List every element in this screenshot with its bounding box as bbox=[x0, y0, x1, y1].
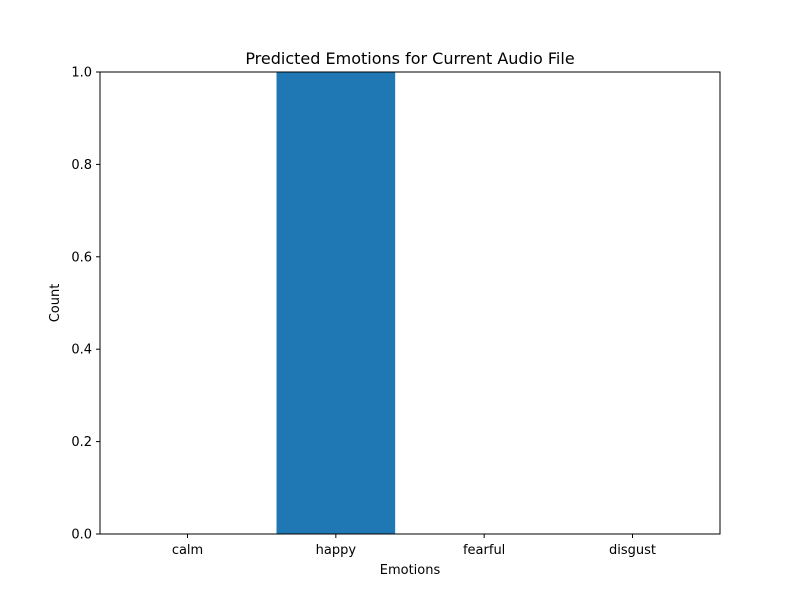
x-axis-label: Emotions bbox=[380, 563, 441, 578]
chart-title: Predicted Emotions for Current Audio Fil… bbox=[245, 49, 574, 68]
y-tick-label: 0.2 bbox=[71, 435, 92, 450]
y-tick-label: 0.6 bbox=[71, 250, 92, 265]
x-axis: calm happy fearful disgust bbox=[172, 534, 656, 558]
y-axis-label: Count bbox=[48, 284, 63, 323]
y-tick-label: 1.0 bbox=[71, 66, 92, 81]
bars-group bbox=[276, 72, 396, 534]
y-axis: 0.0 0.2 0.4 0.6 0.8 1.0 bbox=[71, 66, 100, 543]
y-tick-label: 0.0 bbox=[71, 528, 92, 543]
x-tick-label: disgust bbox=[609, 543, 656, 558]
x-tick-label: happy bbox=[316, 543, 357, 558]
x-tick-label: fearful bbox=[463, 543, 505, 558]
x-tick-label: calm bbox=[172, 543, 203, 558]
plot-frame bbox=[99, 71, 721, 535]
y-tick-label: 0.8 bbox=[71, 158, 92, 173]
y-tick-label: 0.4 bbox=[71, 343, 92, 358]
bar-happy bbox=[276, 72, 396, 534]
